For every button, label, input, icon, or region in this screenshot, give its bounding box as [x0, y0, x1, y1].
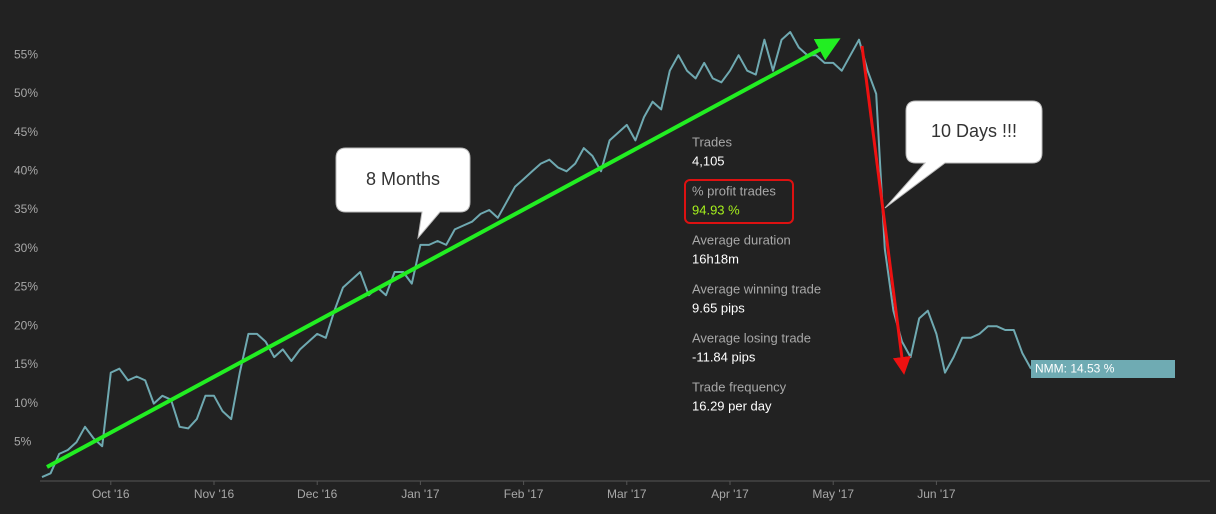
- y-tick-label: 15%: [14, 357, 38, 371]
- x-tick-label: Dec '16: [297, 487, 338, 501]
- y-tick-label: 5%: [14, 434, 32, 448]
- callout-text: 8 Months: [366, 169, 440, 189]
- y-tick-label: 40%: [14, 164, 38, 178]
- stat-value: 9.65 pips: [692, 300, 745, 315]
- x-tick-label: Jun '17: [917, 487, 956, 501]
- stat-value: 16.29 per day: [692, 398, 772, 413]
- callout-box: [335, 147, 471, 240]
- x-tick-label: Mar '17: [607, 487, 647, 501]
- plot: 5% 10% 15% 20% 25% 30% 35% 40% 45% 50% 55% Oct '16 N…: [14, 31, 1032, 501]
- x-tick-label: Oct '16: [92, 487, 130, 501]
- stat-value: 94.93 %: [692, 202, 740, 217]
- stat-label: Trades: [692, 134, 732, 149]
- callout-text: 10 Days !!!: [931, 121, 1017, 141]
- end-label-box: [1031, 360, 1175, 378]
- y-tick-label: 45%: [14, 125, 38, 139]
- callout-box: [884, 100, 1043, 209]
- stat-value: -11.84 pips: [692, 349, 756, 364]
- y-tick-label: 10%: [14, 396, 38, 410]
- x-tick-label: Nov '16: [194, 487, 235, 501]
- y-tick-label: 50%: [14, 86, 38, 100]
- y-tick-label: 55%: [14, 47, 38, 61]
- drop-arrow: [860, 45, 911, 375]
- x-tick-label: Jan '17: [401, 487, 440, 501]
- stat-label: % profit trades: [692, 183, 776, 198]
- y-tick-label: 20%: [14, 318, 38, 332]
- line-series: [41, 31, 1032, 479]
- stat-label: Trade frequency: [692, 379, 787, 394]
- x-tick-label: May '17: [812, 487, 854, 501]
- highlight-box: [684, 179, 794, 224]
- stats-panel: Trades 4,105 % profit trades 94.93 % Average…: [692, 134, 821, 413]
- x-tick-label: Apr '17: [711, 487, 749, 501]
- y-tick-label: 35%: [14, 202, 38, 216]
- stat-label: Average winning trade: [692, 281, 821, 296]
- y-tick-label: 25%: [14, 280, 38, 294]
- end-label: NMM: 14.53 %: [1035, 362, 1115, 376]
- x-tick-label: Feb '17: [504, 487, 544, 501]
- stat-label: Average duration: [692, 232, 791, 247]
- stat-label: Average losing trade: [692, 330, 811, 345]
- y-tick-label: 30%: [14, 241, 38, 255]
- trend-arrow: [46, 38, 841, 469]
- stat-value: 4,105: [692, 153, 725, 168]
- stat-value: 16h18m: [692, 251, 739, 266]
